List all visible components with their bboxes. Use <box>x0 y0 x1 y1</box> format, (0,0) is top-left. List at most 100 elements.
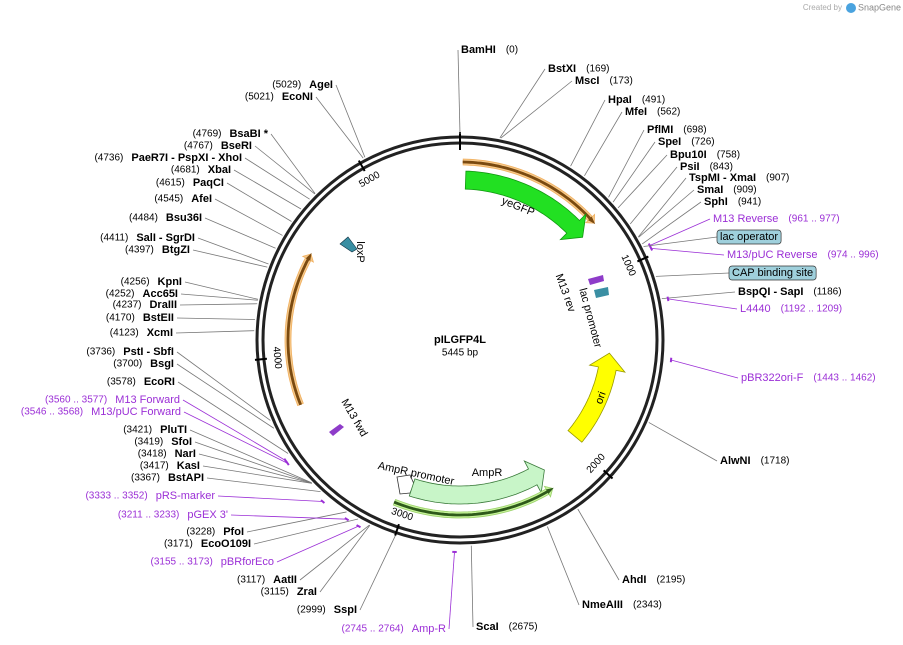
tick-mark <box>357 160 366 172</box>
enzyme-position: (3228) <box>186 527 215 538</box>
leader-line <box>617 154 668 209</box>
feature-leader <box>643 236 718 247</box>
enzyme-position: (3736) <box>86 347 115 358</box>
leader-line <box>177 381 289 454</box>
primer-range: (2745 .. 2764) <box>342 624 404 635</box>
primer-leader <box>276 525 359 563</box>
leader-line <box>175 330 255 334</box>
primer-name: Amp-R <box>412 623 446 635</box>
leader-line <box>226 182 292 222</box>
enzyme-position: (173) <box>609 76 632 87</box>
map-label: loxP <box>354 241 366 262</box>
leader-line <box>246 511 347 533</box>
leader-line <box>206 477 321 493</box>
leader-line <box>359 535 396 611</box>
leader-line <box>253 518 359 545</box>
primer-leader <box>651 247 725 256</box>
enzyme-name: PluTI <box>160 424 187 436</box>
primer-leader <box>448 551 455 630</box>
enzyme-name: EcoRI <box>144 376 175 388</box>
leader-line <box>584 111 623 177</box>
enzyme-name: NmeAIII <box>582 599 623 611</box>
leader-line <box>612 141 656 203</box>
primer-mark <box>649 245 654 251</box>
primer-name: pBR322ori-F <box>741 372 804 384</box>
leader-line <box>194 441 312 484</box>
enzyme-name: PaeR7I - PspXI - XhoI <box>131 152 242 164</box>
created-by: Created by <box>803 3 842 12</box>
primer-leader <box>183 411 288 464</box>
leader-line <box>179 303 258 306</box>
enzyme-name: BsaBI * <box>229 128 268 140</box>
leader-line <box>189 429 312 483</box>
enzyme-position: (5029) <box>272 80 301 91</box>
primer-range: (974 .. 996) <box>827 250 878 261</box>
leader-line <box>299 524 370 581</box>
m13fwd-glyph <box>329 424 344 436</box>
enzyme-name: ScaI <box>476 621 499 633</box>
lac-operator-glyph <box>594 287 609 298</box>
enzyme-name: PaqCI <box>193 177 224 189</box>
enzyme-position: (2195) <box>656 575 685 586</box>
loxp-glyph <box>339 236 358 253</box>
primer-leader <box>670 359 739 379</box>
leader-line <box>214 198 283 236</box>
enzyme-name: MfeI <box>625 106 647 118</box>
tick-label: 4000 <box>270 346 283 370</box>
enzyme-name: BstAPI <box>168 472 204 484</box>
enzyme-name: DraIII <box>149 299 177 311</box>
primer-mark <box>666 296 670 302</box>
leader-line <box>315 96 364 159</box>
leader-line <box>546 526 580 606</box>
enzyme-position: (698) <box>683 125 706 136</box>
enzyme-name: AlwNI <box>720 455 751 467</box>
leader-line <box>570 99 606 167</box>
enzyme-position: (3700) <box>113 359 142 370</box>
map-label: AmpR <box>472 467 503 479</box>
leader-line <box>270 133 316 194</box>
enzyme-name: SalI - SgrDI <box>136 232 195 244</box>
enzyme-position: (4545) <box>154 194 183 205</box>
enzyme-position: (2999) <box>297 605 326 616</box>
enzyme-name: KpnI <box>158 276 182 288</box>
leader-line <box>192 249 268 268</box>
enzyme-name: BtgZI <box>162 244 190 256</box>
leader-line <box>661 291 736 300</box>
enzyme-name: EcoO109I <box>201 538 251 550</box>
leader-line <box>629 166 678 225</box>
enzyme-position: (4123) <box>110 328 139 339</box>
leader-line <box>176 317 256 320</box>
leader-line <box>244 157 310 200</box>
enzyme-position: (758) <box>717 150 740 161</box>
enzyme-name: PflMI <box>647 124 673 136</box>
leader-line <box>648 422 718 462</box>
enzyme-position: (4736) <box>94 153 123 164</box>
enzyme-name: EcoNI <box>282 91 313 103</box>
enzyme-position: (3171) <box>164 539 193 550</box>
tick-mark <box>394 523 400 536</box>
enzyme-name: Acc65I <box>143 288 178 300</box>
primer-name: L4440 <box>740 303 771 315</box>
enzyme-name: AhdI <box>622 574 646 586</box>
left-orange-glow <box>284 253 315 407</box>
enzyme-position: (4615) <box>156 178 185 189</box>
enzyme-position: (4411) <box>100 233 128 244</box>
primer-range: (961 .. 977) <box>788 214 839 225</box>
map-label: M13 rev <box>553 272 578 314</box>
enzyme-position: (4170) <box>106 313 135 324</box>
enzyme-name: Bsu36I <box>166 212 202 224</box>
leader-line <box>335 84 366 158</box>
enzyme-position: (1718) <box>761 456 790 467</box>
primer-range: (1192 .. 1209) <box>781 304 843 315</box>
enzyme-position: (169) <box>586 64 609 75</box>
ampr-arc <box>393 487 554 517</box>
enzyme-position: (3418) <box>138 449 167 460</box>
enzyme-position: (0) <box>506 45 518 56</box>
leader-line <box>577 508 620 581</box>
enzyme-position: (4769) <box>193 129 222 140</box>
primer-leader <box>182 399 286 461</box>
leader-line <box>470 545 474 628</box>
enzyme-position: (3117) <box>237 575 265 586</box>
map-label: M13 fwd <box>338 397 369 439</box>
enzyme-position: (4397) <box>125 245 154 256</box>
